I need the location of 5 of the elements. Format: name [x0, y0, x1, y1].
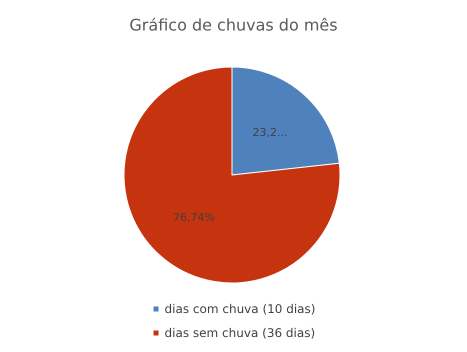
legend-label: dias sem chuva (36 dias) — [164, 326, 316, 340]
legend-label: dias com chuva (10 dias) — [164, 302, 316, 316]
data-label: 23,2... — [252, 126, 288, 140]
chart-title: Gráfico de chuvas do mês — [129, 16, 338, 34]
data-label: 76,74% — [172, 210, 215, 224]
